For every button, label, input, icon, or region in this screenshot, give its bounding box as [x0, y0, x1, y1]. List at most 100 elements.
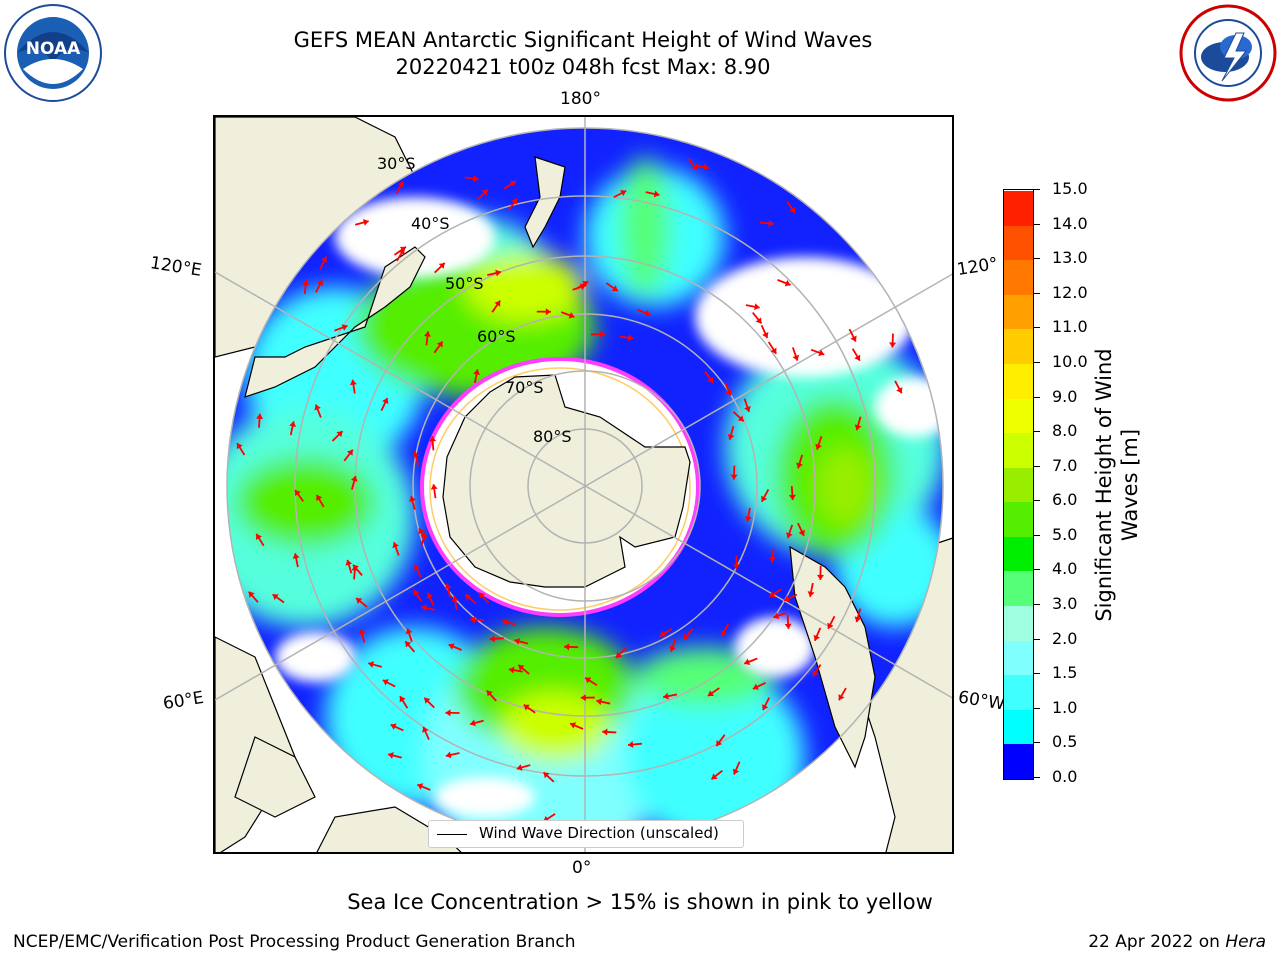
wave-direction-arrow: [272, 593, 285, 604]
colorbar-segment: [1004, 259, 1033, 295]
lat-label-50s: 50°S: [445, 274, 484, 293]
lon-label-120w: 120°: [955, 253, 1000, 281]
colorbar-tick-label: 11.0: [1052, 317, 1088, 337]
wave-direction-arrow: [331, 430, 344, 442]
lon-label-60e: 60°E: [161, 687, 206, 715]
wave-direction-arrow: [584, 676, 598, 687]
colorbar-tick-label: 7.0: [1052, 455, 1078, 475]
wave-direction-arrow: [502, 618, 517, 626]
colorbar-tick-mark: [1034, 500, 1040, 502]
wave-direction-arrow: [470, 616, 485, 624]
colorbar-segment: [1004, 536, 1033, 572]
wave-direction-arrow: [315, 279, 324, 293]
wave-direction-arrow: [491, 300, 501, 313]
wave-direction-arrow: [769, 548, 777, 563]
footer-date: 22 Apr 2022 on: [1088, 932, 1226, 952]
colorbar-tick-mark: [1034, 465, 1040, 467]
wave-direction-arrow: [687, 158, 698, 171]
wave-direction-arrow: [248, 591, 259, 603]
wave-direction-arrow: [848, 328, 857, 342]
wave-direction-arrow: [354, 219, 369, 226]
wave-direction-arrow: [418, 527, 427, 542]
africa-tip: [234, 736, 316, 818]
wave-direction-arrow: [827, 615, 836, 630]
colorbar-tick-mark: [1034, 534, 1040, 536]
wave-direction-arrow: [514, 638, 529, 645]
colorbar-segment: [1004, 432, 1033, 468]
wave-direction-arrow: [390, 723, 404, 732]
colorbar-tick-label: 6.0: [1052, 490, 1078, 510]
wave-direction-arrow: [732, 411, 745, 422]
wave-direction-arrow: [536, 308, 551, 316]
wave-direction-arrow: [412, 589, 423, 603]
legend-label: Wind Wave Direction (unscaled): [479, 824, 719, 842]
wave-direction-arrow: [759, 219, 774, 227]
wave-direction-arrow: [430, 484, 438, 499]
wave-direction-arrow: [517, 664, 530, 675]
colorbar-tick-label: 10.0: [1052, 351, 1088, 371]
wave-direction-arrow: [743, 398, 751, 413]
colorbar-tick-mark: [1034, 604, 1040, 606]
new-zealand: [524, 156, 566, 249]
wave-direction-arrow: [730, 465, 738, 480]
footer-right: 22 Apr 2022 on Hera: [1088, 932, 1266, 952]
wave-direction-arrow: [704, 371, 715, 384]
wave-direction-arrow: [744, 507, 752, 522]
colorbar-segment: [1004, 467, 1033, 503]
colorbar-segment: [1004, 294, 1033, 330]
wave-direction-arrow: [473, 369, 480, 384]
wave-direction-arrow: [368, 661, 383, 668]
colorbar-tick-mark: [1034, 223, 1040, 225]
wave-direction-arrow: [572, 283, 587, 291]
colorbar-tick-label: 1.5: [1052, 663, 1078, 683]
wave-direction-arrow: [707, 687, 720, 697]
wave-direction-arrow: [451, 595, 459, 611]
noaa-logo: NOAA: [3, 3, 103, 103]
colorbar-tick-mark: [1034, 431, 1040, 433]
colorbar-segment: [1004, 674, 1033, 710]
wave-direction-arrow: [489, 635, 504, 643]
colorbar-tick-mark: [1034, 742, 1040, 744]
wave-direction-arrow: [464, 175, 479, 183]
wave-direction-arrow: [727, 426, 735, 440]
colorbar-segment: [1004, 225, 1033, 261]
map-legend: Wind Wave Direction (unscaled): [428, 820, 744, 848]
colorbar-tick-mark: [1034, 638, 1040, 640]
wave-direction-arrow: [710, 769, 724, 780]
wave-direction-arrow: [292, 553, 300, 568]
wave-direction-arrow: [715, 734, 726, 747]
wave-direction-arrow: [236, 442, 246, 456]
wave-direction-arrow: [508, 666, 523, 674]
colorbar: [1003, 189, 1034, 780]
wave-direction-arrow: [751, 311, 763, 325]
wave-direction-arrow: [423, 697, 435, 709]
colorbar-tick-label: 0.5: [1052, 732, 1078, 752]
wave-direction-arrow: [762, 697, 771, 711]
wave-direction-arrow: [596, 698, 611, 706]
chart-title: GEFS MEAN Antarctic Significant Height o…: [293, 28, 873, 52]
colorbar-tick-label: 3.0: [1052, 594, 1078, 614]
wave-direction-arrow: [602, 728, 617, 736]
wave-direction-arrow: [894, 380, 903, 394]
wave-direction-arrow: [516, 764, 531, 771]
wave-direction-arrow: [637, 308, 651, 317]
wave-direction-arrow: [392, 541, 400, 556]
wave-direction-arrow: [760, 324, 769, 339]
wave-direction-arrow: [399, 695, 409, 709]
footer-host: Hera: [1225, 932, 1266, 952]
wave-direction-arrow: [580, 694, 595, 702]
wave-direction-arrow: [345, 559, 353, 574]
wave-direction-arrow: [645, 190, 660, 198]
wave-direction-arrow: [752, 682, 766, 690]
wave-direction-arrow: [352, 564, 363, 576]
wave-direction-arrow: [350, 475, 358, 490]
colorbar-segment: [1004, 640, 1033, 676]
legend-line-swatch: [437, 834, 467, 835]
colorbar-tick-label: 12.0: [1052, 282, 1088, 302]
wave-direction-arrow: [416, 783, 431, 791]
wave-direction-arrow: [396, 248, 405, 262]
wave-direction-arrow: [815, 436, 823, 450]
polar-map: 30°S 40°S 50°S 60°S 70°S 80°S Wind Wave …: [213, 115, 954, 854]
colorbar-segment: [1004, 605, 1033, 641]
noaa-logo-text: NOAA: [25, 39, 81, 59]
